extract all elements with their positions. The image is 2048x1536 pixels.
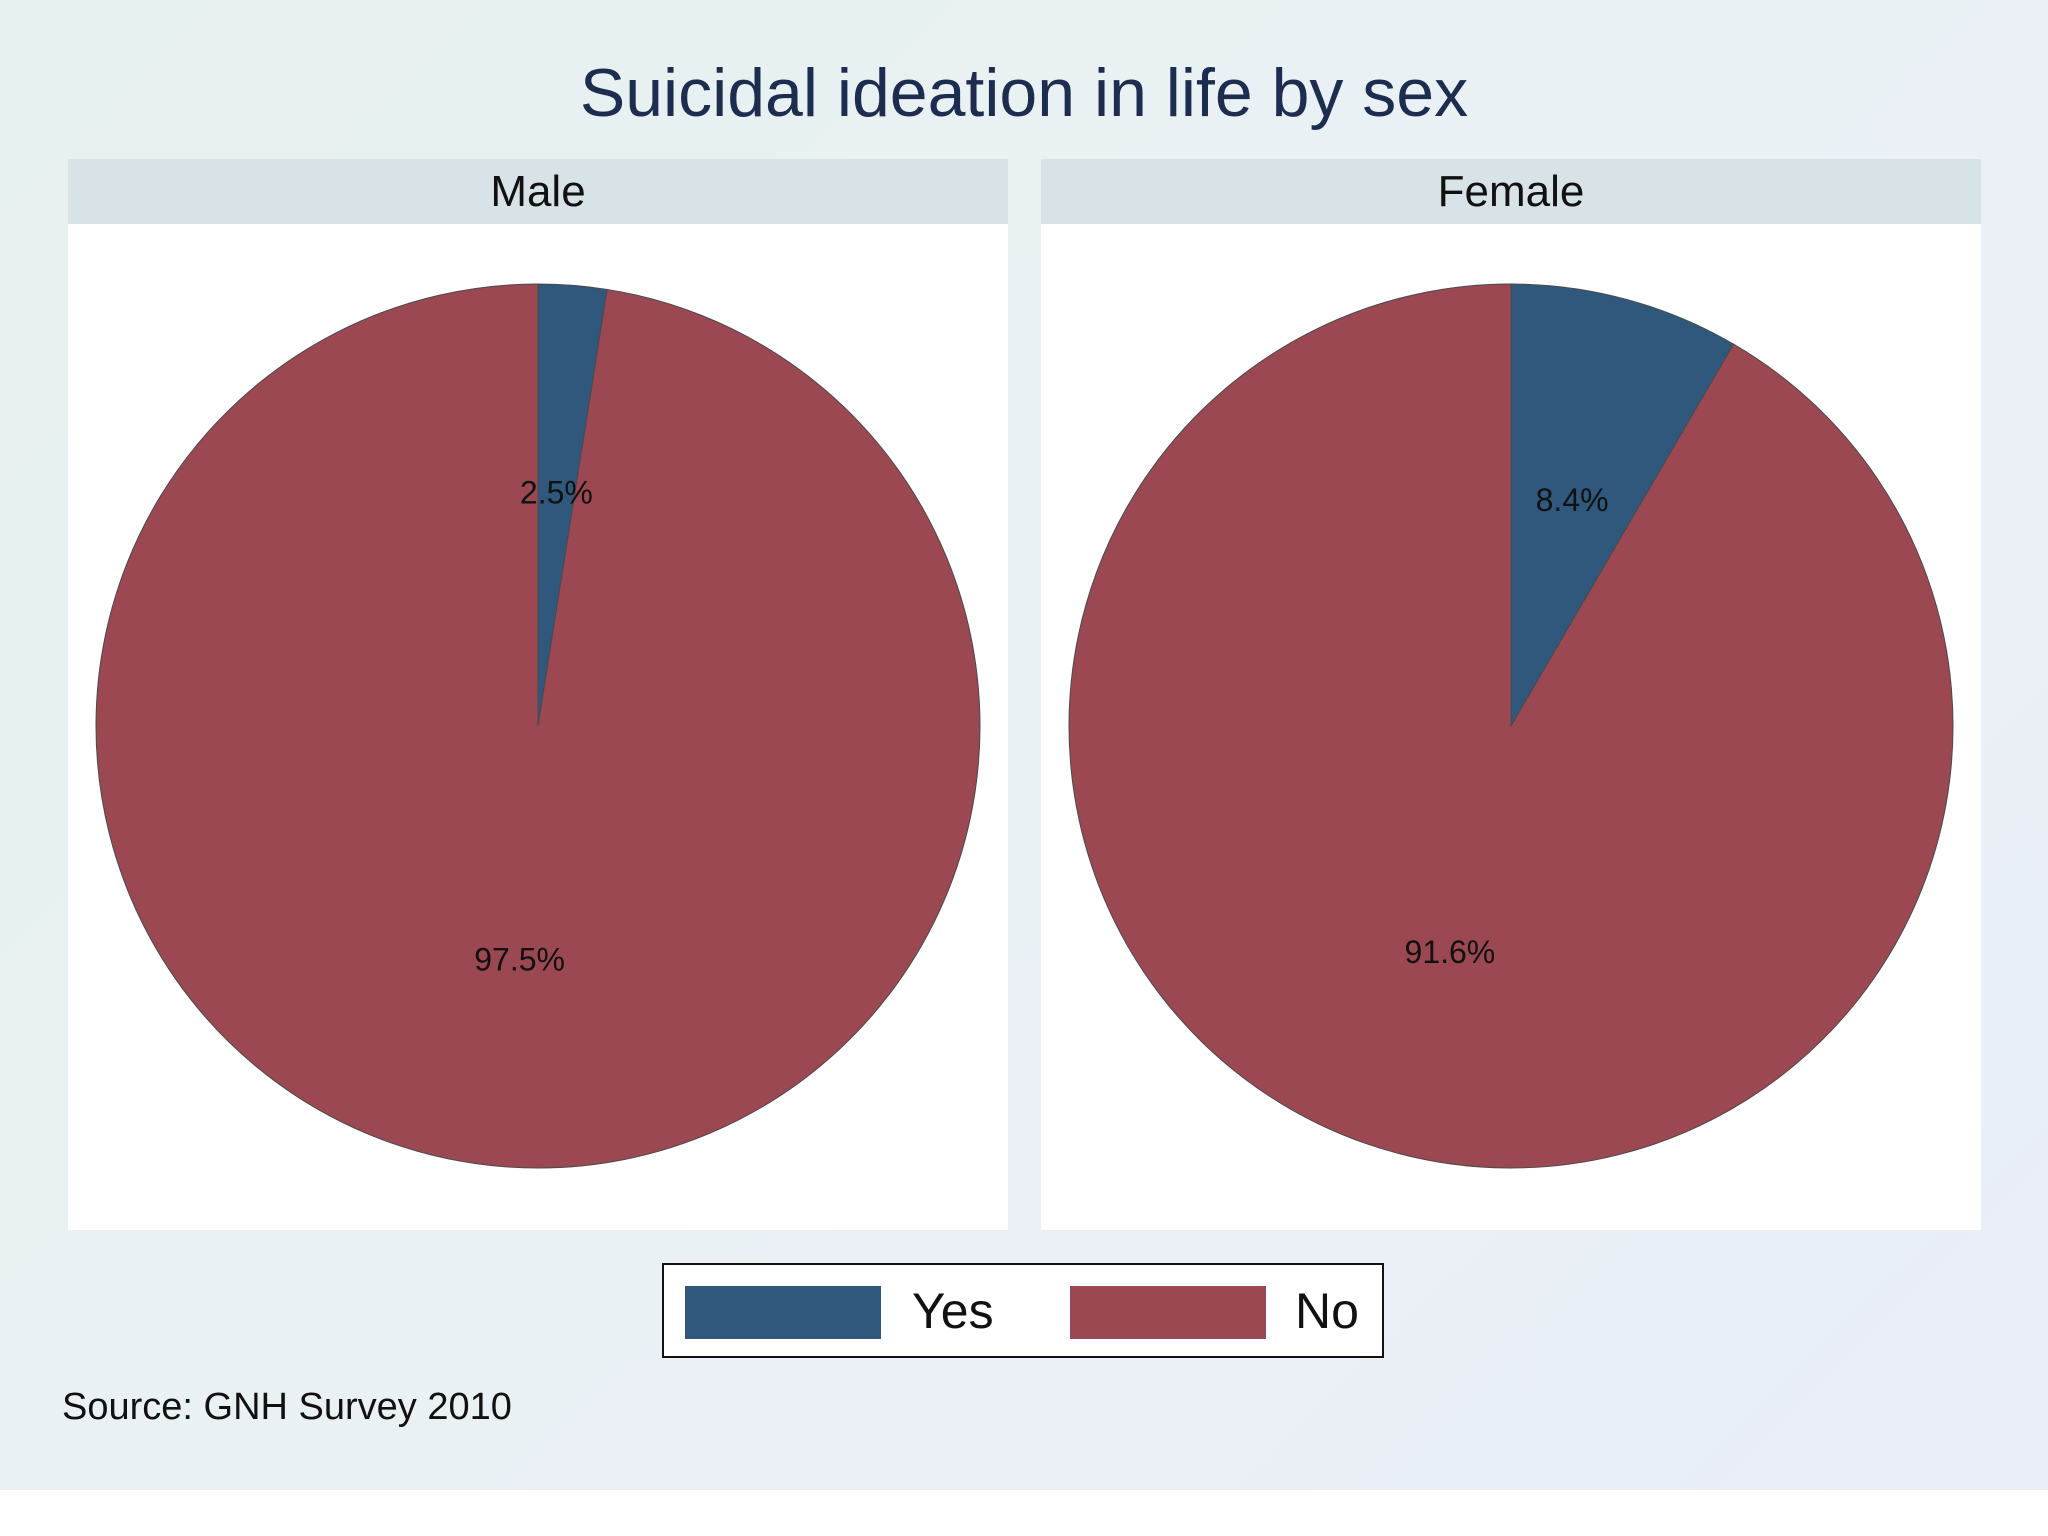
pie-slice-male-no — [95, 283, 981, 1169]
pie-slice-female-yes — [1510, 283, 1735, 728]
legend-swatch-yes — [685, 1286, 881, 1339]
slice-label-male-yes: 2.5% — [520, 474, 593, 510]
source-note: Source: GNH Survey 2010 — [62, 1386, 512, 1428]
slice-label-female-no: 91.6% — [1405, 934, 1496, 970]
chart-title: Suicidal ideation in life by sex — [579, 55, 1469, 131]
legend: Yes No — [662, 1263, 1384, 1358]
legend-swatch-no — [1070, 1286, 1266, 1339]
legend-label-no: No — [1295, 1283, 1359, 1339]
chart-figure: Suicidal ideation in life by sex Male 2.… — [0, 0, 2048, 1490]
pie-panel-male: Male 2.5% 97.5% — [68, 159, 1008, 1230]
panel-header-female: Female — [1041, 159, 1981, 224]
pie-chart-male: 2.5% 97.5% — [95, 283, 981, 1169]
slice-label-female-yes: 8.4% — [1536, 482, 1609, 518]
pie-chart-female: 8.4% 91.6% — [1068, 283, 1954, 1169]
pie-slice-female-no — [1068, 283, 1954, 1169]
legend-label-yes: Yes — [912, 1283, 994, 1339]
slice-label-male-no: 97.5% — [474, 942, 565, 978]
panel-header-male: Male — [68, 159, 1008, 224]
pie-panel-female: Female 8.4% 91.6% — [1041, 159, 1981, 1230]
